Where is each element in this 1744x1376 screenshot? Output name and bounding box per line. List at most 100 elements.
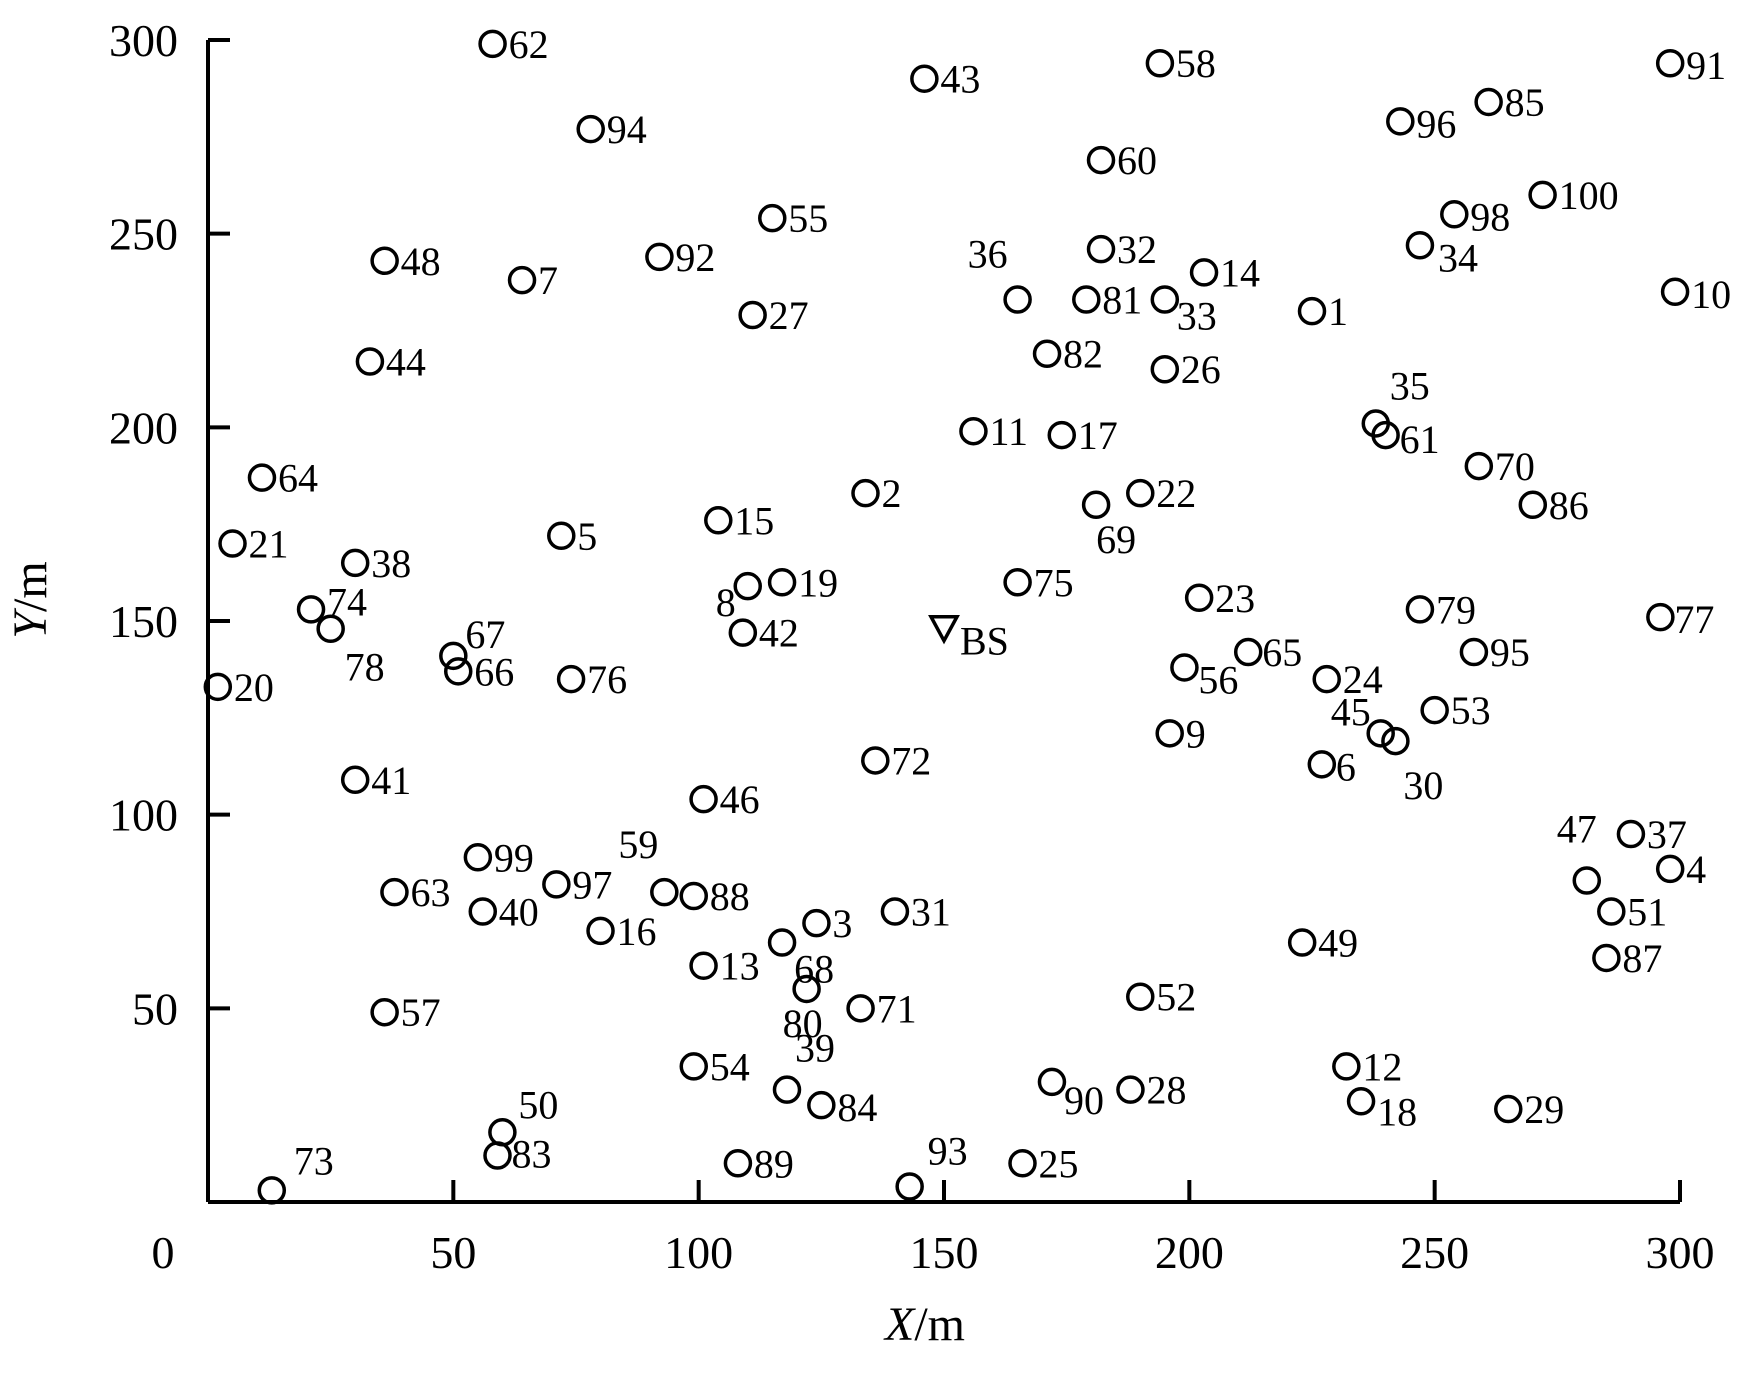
point-marker-23 <box>1184 583 1214 613</box>
point-marker-92 <box>645 242 674 272</box>
point-label-76: 76 <box>587 657 627 702</box>
point-marker-9 <box>1155 719 1184 748</box>
point-label-30: 30 <box>1403 763 1443 808</box>
point-label-82: 82 <box>1063 332 1103 377</box>
y-axis-label-var: Y <box>4 608 57 639</box>
point-label-22: 22 <box>1156 471 1196 516</box>
point-label-47: 47 <box>1557 807 1597 852</box>
point-marker-80 <box>792 974 821 1004</box>
point-label-80: 80 <box>783 1001 823 1046</box>
point-marker-100 <box>1528 180 1557 210</box>
point-marker-6 <box>1307 750 1337 779</box>
point-marker-78 <box>316 614 345 643</box>
point-marker-83 <box>483 1141 512 1170</box>
point-marker-14 <box>1189 258 1219 287</box>
point-marker-62 <box>478 29 507 59</box>
point-label-87: 87 <box>1622 936 1662 981</box>
point-label-31: 31 <box>911 890 951 935</box>
y-axis-label-unit: /m <box>4 561 57 612</box>
point-marker-28 <box>1116 1075 1145 1104</box>
point-marker-51 <box>1597 897 1626 926</box>
point-marker-47 <box>1572 866 1602 895</box>
point-marker-37 <box>1616 819 1646 849</box>
point-label-51: 51 <box>1627 890 1667 935</box>
point-label-71: 71 <box>877 986 917 1031</box>
point-label-61: 61 <box>1400 417 1440 462</box>
point-label-68: 68 <box>794 946 834 991</box>
point-marker-31 <box>880 897 910 926</box>
data-points <box>203 29 1690 1205</box>
point-marker-26 <box>1150 354 1180 384</box>
point-label-15: 15 <box>734 498 774 543</box>
y-tick-label: 100 <box>109 790 178 841</box>
point-label-66: 66 <box>474 649 514 694</box>
point-label-1: 1 <box>1328 289 1348 334</box>
base-station-marker <box>928 614 960 645</box>
point-label-38: 38 <box>371 541 411 586</box>
point-label-99: 99 <box>494 835 534 880</box>
point-label-63: 63 <box>410 870 450 915</box>
point-marker-52 <box>1126 982 1155 1011</box>
point-marker-24 <box>1312 664 1341 694</box>
point-marker-39 <box>772 1075 802 1104</box>
point-label-65: 65 <box>1262 630 1302 675</box>
point-marker-7 <box>507 265 537 295</box>
point-label-57: 57 <box>401 990 441 1035</box>
point-marker-17 <box>1047 420 1077 450</box>
point-label-33: 33 <box>1177 294 1217 339</box>
point-label-13: 13 <box>720 944 760 989</box>
point-marker-12 <box>1332 1052 1361 1081</box>
point-label-2: 2 <box>881 471 901 516</box>
point-label-23: 23 <box>1215 576 1255 621</box>
point-marker-94 <box>576 114 605 144</box>
point-marker-20 <box>203 672 233 702</box>
point-label-100: 100 <box>1559 173 1619 218</box>
point-label-12: 12 <box>1362 1044 1402 1089</box>
point-marker-73 <box>257 1176 287 1205</box>
point-marker-66 <box>443 657 473 686</box>
point-labels: 1234567891011121314151617181920212223242… <box>234 22 1731 1186</box>
point-label-83: 83 <box>511 1132 551 1177</box>
point-marker-18 <box>1346 1087 1376 1116</box>
point-label-28: 28 <box>1146 1068 1186 1113</box>
point-label-32: 32 <box>1117 227 1157 272</box>
point-label-48: 48 <box>401 239 441 284</box>
point-label-18: 18 <box>1377 1089 1417 1134</box>
point-label-75: 75 <box>1034 560 1074 605</box>
x-axis-label-unit: /m <box>914 1298 965 1351</box>
point-label-20: 20 <box>234 665 274 710</box>
point-label-93: 93 <box>928 1129 968 1174</box>
point-marker-56 <box>1170 653 1199 682</box>
point-label-55: 55 <box>788 196 828 241</box>
point-marker-65 <box>1233 637 1263 667</box>
point-marker-57 <box>370 997 399 1027</box>
x-tick-label: 250 <box>1400 1227 1469 1278</box>
point-marker-25 <box>1008 1149 1037 1178</box>
point-marker-29 <box>1494 1094 1523 1124</box>
point-marker-8 <box>733 571 762 601</box>
point-marker-15 <box>704 506 733 535</box>
point-marker-74 <box>296 595 326 624</box>
point-marker-2 <box>851 478 880 508</box>
point-marker-42 <box>728 618 758 647</box>
point-label-29: 29 <box>1524 1087 1564 1132</box>
point-label-40: 40 <box>499 890 539 935</box>
point-label-53: 53 <box>1451 688 1491 733</box>
x-axis-label-var: X <box>883 1298 916 1351</box>
point-marker-44 <box>355 347 385 376</box>
point-label-74: 74 <box>327 579 367 624</box>
point-label-59: 59 <box>618 822 658 867</box>
point-marker-19 <box>767 568 797 597</box>
base-station-label: BS <box>960 619 1009 664</box>
point-marker-75 <box>1003 568 1032 597</box>
point-label-25: 25 <box>1039 1141 1079 1186</box>
point-marker-98 <box>1440 200 1469 229</box>
point-marker-77 <box>1646 602 1675 632</box>
point-marker-46 <box>689 784 718 814</box>
point-marker-72 <box>861 746 890 775</box>
point-label-8: 8 <box>716 580 736 625</box>
point-label-24: 24 <box>1343 657 1383 702</box>
point-marker-84 <box>807 1090 836 1120</box>
